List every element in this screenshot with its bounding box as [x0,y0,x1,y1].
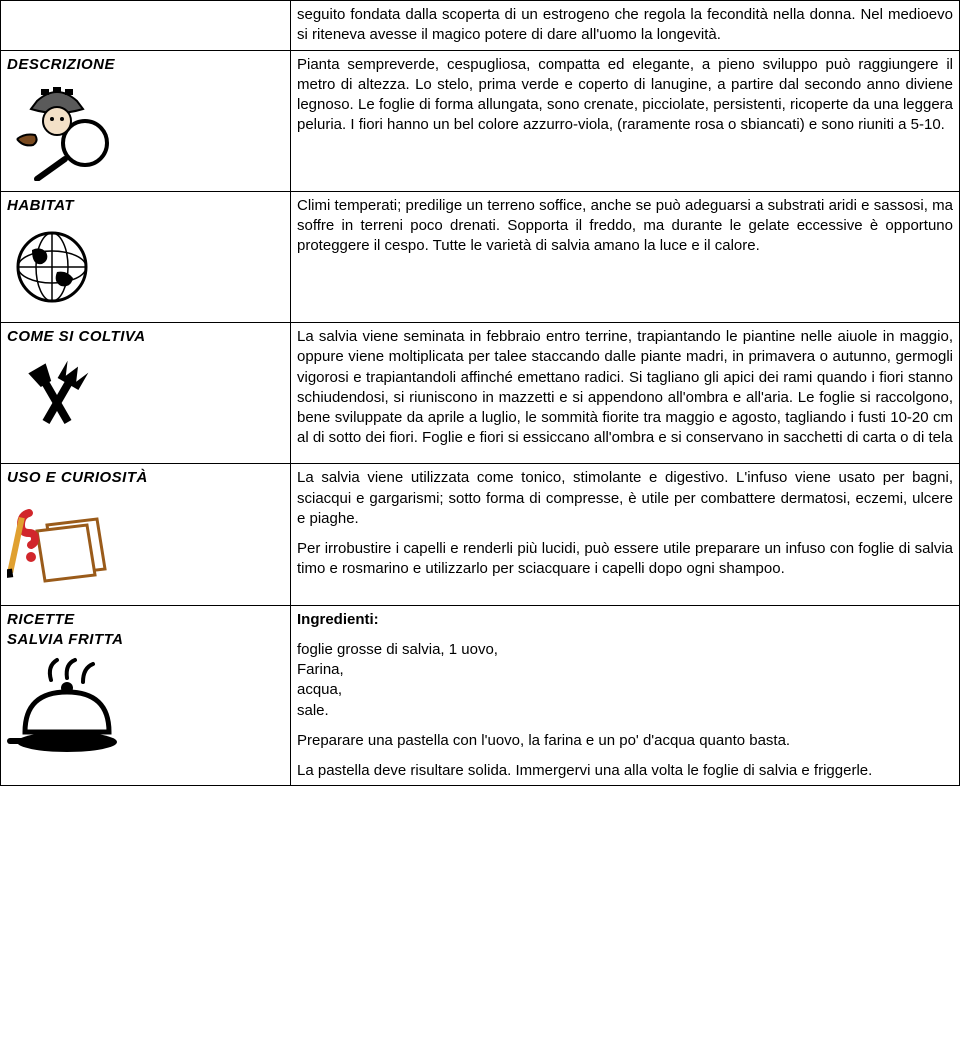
uso-text-2: Per irrobustire i capelli e renderli più… [297,539,953,580]
question-book-icon [7,495,284,595]
habitat-text: Climi temperati; predilige un terreno so… [291,191,960,322]
detective-icon [7,81,284,181]
globe-icon [7,222,284,312]
ingredients-title: Ingredienti: [297,610,953,630]
uso-label-cell: USO E CURIOSITÀ [1,464,291,605]
table-row: RICETTE SALVIA FRITTA Ingredienti: fogli… [1,605,960,786]
table-row: seguito fondata dalla scoperta di un est… [1,1,960,51]
coltiva-label-cell: COME SI COLTIVA [1,323,291,464]
prep-text-2: La pastella deve risultare solida. Immer… [297,761,953,781]
descrizione-text: Pianta sempreverde, cespugliosa, compatt… [291,50,960,191]
table-row: DESCRIZIONE Piant [1,50,960,191]
prep-text-1: Preparare una pastella con l'uovo, la fa… [297,731,953,751]
habitat-label: HABITAT [7,197,74,214]
table-row: COME SI COLTIVA La salvia viene sem [1,323,960,464]
coltiva-label: COME SI COLTIVA [7,328,146,345]
uso-label: USO E CURIOSITÀ [7,469,148,486]
gardening-tools-icon [7,353,284,453]
habitat-label-cell: HABITAT [1,191,291,322]
ricette-text-cell: Ingredienti: foglie grosse di salvia, 1 … [291,605,960,786]
descrizione-label-cell: DESCRIZIONE [1,50,291,191]
ricette-label-1: RICETTE [7,610,284,630]
info-table: seguito fondata dalla scoperta di un est… [0,0,960,786]
continuation-text: seguito fondata dalla scoperta di un est… [291,1,960,51]
ricette-label-cell: RICETTE SALVIA FRITTA [1,605,291,786]
descrizione-label: DESCRIZIONE [7,56,115,73]
ingredients-list: foglie grosse di salvia, 1 uovo, Farina,… [297,640,953,721]
table-row: HABITAT Climi temperati; predilige un te… [1,191,960,322]
uso-text-1: La salvia viene utilizzata come tonico, … [297,468,953,529]
row-label-empty [1,1,291,51]
ricette-label-2: SALVIA FRITTA [7,630,284,650]
uso-text-cell: La salvia viene utilizzata come tonico, … [291,464,960,605]
serving-dish-icon [7,656,284,766]
coltiva-text: La salvia viene seminata in febbraio ent… [291,323,960,464]
table-row: USO E CURIOSITÀ La salvia viene utilizza… [1,464,960,605]
